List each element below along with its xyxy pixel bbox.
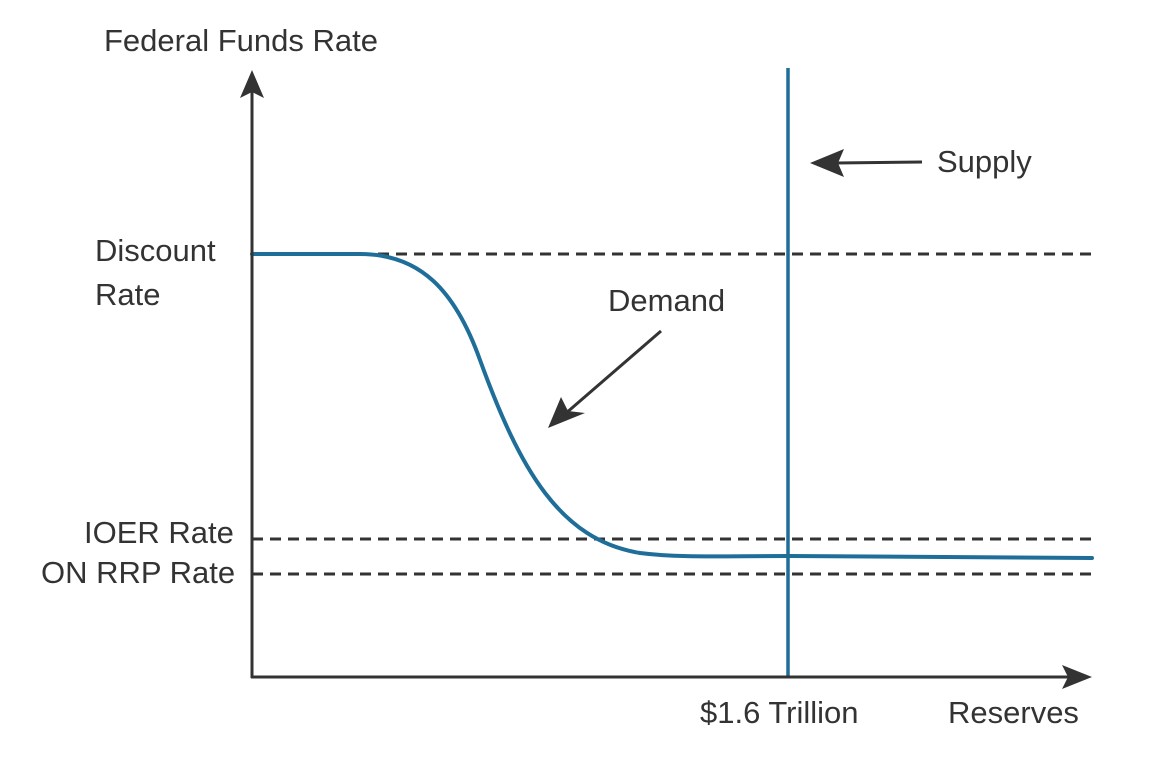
ioer-rate-label: IOER Rate — [84, 515, 234, 550]
on-rrp-rate-label: ON RRP Rate — [41, 555, 235, 590]
supply-pointer-line — [835, 160, 923, 165]
supply-pointer-arrowhead — [810, 149, 844, 177]
y-axis-arrowhead — [240, 70, 264, 98]
demand-pointer-line — [564, 329, 662, 416]
supply-label: Supply — [937, 144, 1032, 179]
x-axis-arrowhead — [1062, 665, 1092, 689]
discount-rate-label-line2: Rate — [95, 277, 160, 312]
demand-curve — [250, 252, 1094, 560]
demand-label: Demand — [608, 283, 725, 318]
demand-pointer-arrowhead — [548, 397, 585, 428]
y-axis-label: Federal Funds Rate — [104, 23, 378, 58]
x-axis-label: Reserves — [948, 695, 1079, 730]
discount-rate-label-line1: Discount — [95, 233, 216, 268]
supply-quantity-label: $1.6 Trillion — [700, 695, 859, 730]
